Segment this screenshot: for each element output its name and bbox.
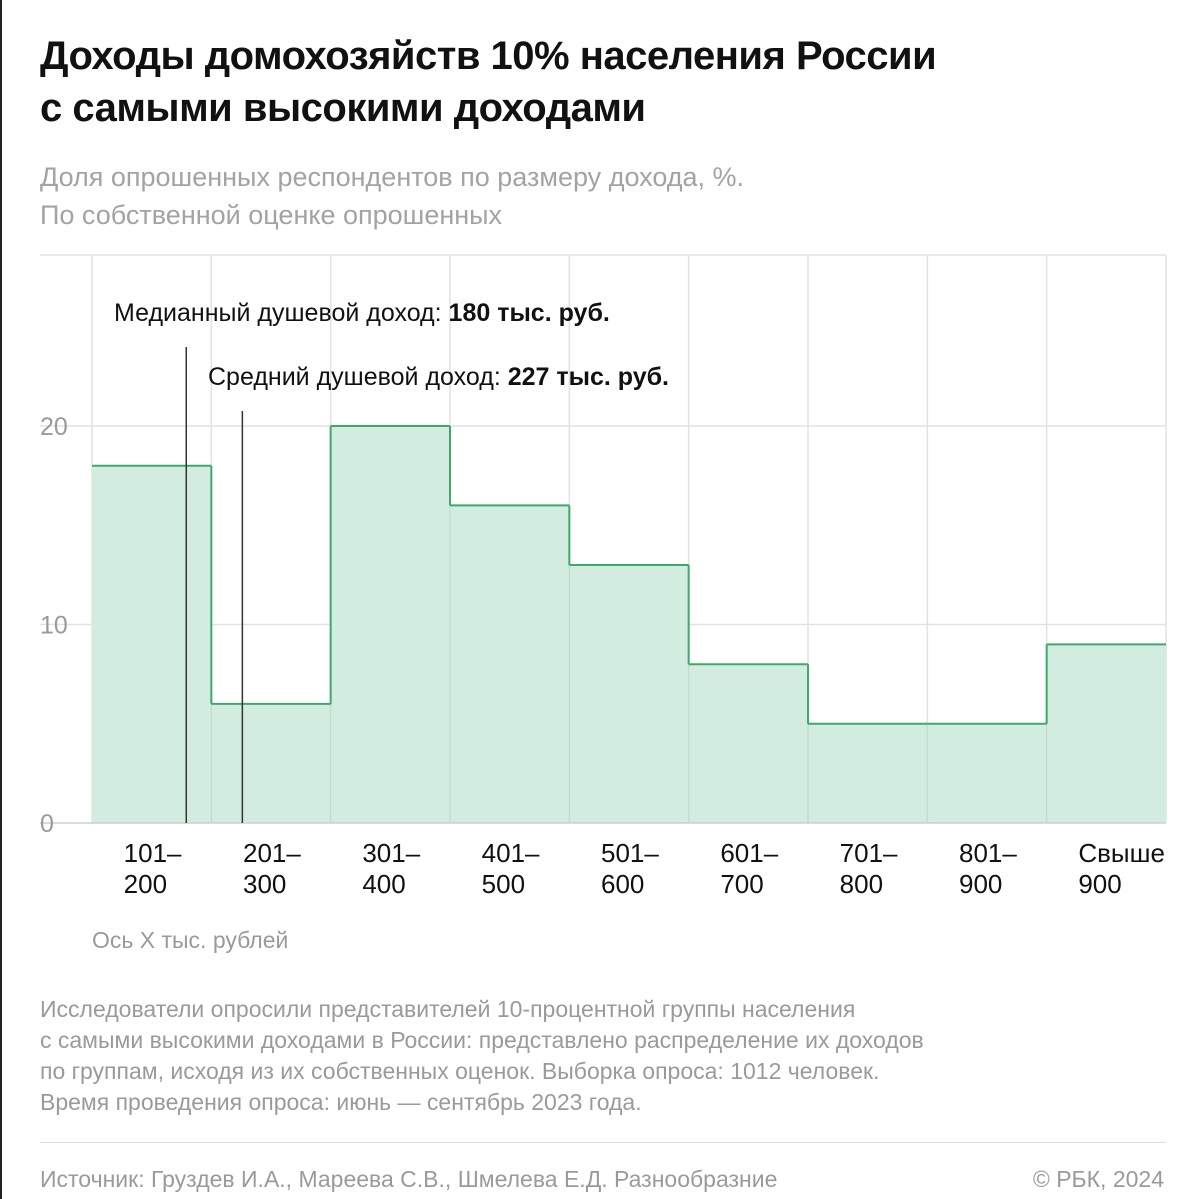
- left-edge-line: [0, 0, 2, 1199]
- x-tick-label-0-1: 200: [124, 869, 167, 899]
- x-tick-label-2-0: 301–: [362, 838, 420, 868]
- x-tick-label-5-1: 700: [720, 869, 763, 899]
- x-tick-label-4-0: 501–: [601, 838, 659, 868]
- x-tick-label-8-1: 900: [1078, 869, 1121, 899]
- subtitle-line-1: Доля опрошенных респондентов по размеру …: [40, 162, 745, 192]
- annotation-label-0: Медианный душевой доход: 180 тыс. руб.: [114, 299, 610, 327]
- y-tick-label-20: 20: [40, 413, 68, 441]
- chart-subtitle: Доля опрошенных респондентов по размеру …: [40, 158, 1160, 234]
- copyright: © РБК, 2024: [1032, 1166, 1164, 1192]
- x-tick-label-3-1: 500: [482, 869, 525, 899]
- y-tick-label-10: 10: [40, 612, 68, 640]
- chart-title: Доходы домохозяйств 10% населения России…: [40, 30, 1160, 134]
- x-tick-label-0-0: 101–: [124, 838, 182, 868]
- x-tick-label-5-0: 601–: [720, 838, 778, 868]
- annotation-label-1: Средний душевой доход: 227 тыс. руб.: [208, 363, 669, 391]
- annotation-value-1: 227 тыс. руб.: [508, 363, 669, 391]
- y-tick-label-0: 0: [40, 810, 54, 838]
- x-tick-label-4-1: 600: [601, 869, 644, 899]
- note-line-3: по группам, исходя из их собственных оце…: [40, 1058, 880, 1084]
- note-line-4: Время проведения опроса: июнь — сентябрь…: [40, 1089, 642, 1115]
- footer-divider: [40, 1142, 1166, 1143]
- x-tick-label-1-0: 201–: [243, 838, 301, 868]
- annotation-text-0: Медианный душевой доход:: [114, 299, 449, 327]
- note-line-2: с самыми высокими доходами в России: пре…: [40, 1027, 924, 1053]
- title-line-2: с самыми высокими доходами: [40, 86, 646, 130]
- annotation-text-1: Средний душевой доход:: [208, 363, 508, 391]
- note-line-1: Исследователи опросили представителей 10…: [40, 996, 856, 1022]
- x-tick-label-2-1: 400: [362, 869, 405, 899]
- x-tick-label-7-1: 900: [959, 869, 1002, 899]
- x-tick-label-6-1: 800: [840, 869, 883, 899]
- subtitle-line-2: По собственной оценке опрошенных: [40, 200, 503, 230]
- title-line-1: Доходы домохозяйств 10% населения России: [40, 34, 937, 78]
- histogram-chart: 0 10 20 101–200 201–300 301–400 401–500 501–600…: [40, 254, 1167, 953]
- methodology-note: Исследователи опросили представителей 10…: [40, 994, 1160, 1118]
- x-axis-label: Ось Х тыс. рублей: [92, 927, 288, 953]
- x-tick-label-7-0: 801–: [959, 838, 1017, 868]
- source-credit: Источник: Груздев И.А., Мареева С.В., Шм…: [40, 1166, 778, 1192]
- x-tick-label-1-1: 300: [243, 869, 286, 899]
- x-tick-label-8-0: Свыше: [1078, 838, 1165, 868]
- x-tick-label-3-0: 401–: [482, 838, 540, 868]
- annotation-value-0: 180 тыс. руб.: [449, 299, 610, 327]
- x-tick-label-6-0: 701–: [840, 838, 898, 868]
